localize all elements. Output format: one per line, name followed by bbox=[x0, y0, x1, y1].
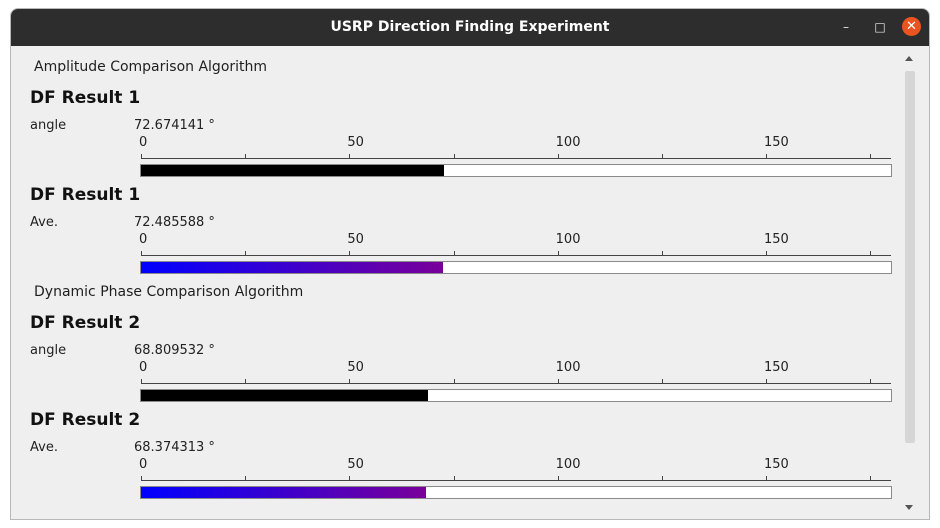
window-title: USRP Direction Finding Experiment bbox=[330, 19, 610, 35]
row-label: Ave. bbox=[30, 440, 58, 455]
scroll-down-icon[interactable] bbox=[905, 505, 913, 510]
axis-tick bbox=[661, 154, 663, 159]
axis-tick bbox=[349, 476, 351, 481]
title-bar[interactable]: USRP Direction Finding Experiment – □ ✕ bbox=[11, 9, 929, 46]
axis-tick bbox=[870, 251, 872, 256]
axis-tick bbox=[557, 476, 559, 481]
axis-tick bbox=[245, 154, 247, 159]
scroll-thumb[interactable] bbox=[905, 71, 915, 443]
axis-tick-label: 50 bbox=[347, 135, 364, 150]
df-block-2-angle: DF Result 2 angle 68.809532 ° 0 50 100 150 bbox=[11, 313, 911, 403]
axis-tick-label: 150 bbox=[764, 457, 789, 472]
scroll-up-icon[interactable] bbox=[905, 56, 913, 61]
average-bar bbox=[140, 486, 892, 499]
axis-tick bbox=[870, 476, 872, 481]
scale-axis: 0 50 100 150 bbox=[139, 457, 891, 481]
axis-tick bbox=[766, 476, 767, 481]
main-content: Amplitude Comparison Algorithm DF Result… bbox=[11, 46, 929, 519]
axis-tick bbox=[557, 154, 559, 159]
axis-line bbox=[141, 383, 891, 384]
axis-tick bbox=[141, 154, 142, 159]
df-block-1-angle: DF Result 1 angle 72.674141 ° 0 50 100 150 bbox=[11, 88, 911, 178]
section-label-phase: Dynamic Phase Comparison Algorithm bbox=[34, 284, 304, 300]
axis-tick bbox=[245, 251, 247, 256]
axis-tick bbox=[453, 154, 455, 159]
axis-tick bbox=[766, 154, 767, 159]
axis-tick bbox=[661, 476, 663, 481]
axis-tick bbox=[349, 251, 351, 256]
axis-tick bbox=[453, 379, 455, 384]
axis-tick bbox=[557, 251, 559, 256]
axis-tick-label: 50 bbox=[347, 232, 364, 247]
block-title: DF Result 1 bbox=[30, 185, 141, 205]
maximize-icon[interactable]: □ bbox=[874, 20, 886, 34]
average-bar bbox=[140, 261, 892, 274]
angle-bar-fill bbox=[141, 165, 444, 176]
average-bar-fill bbox=[141, 262, 444, 273]
axis-tick-label: 50 bbox=[347, 360, 364, 375]
axis-tick-label: 0 bbox=[139, 457, 148, 472]
axis-tick-label: 100 bbox=[555, 135, 581, 150]
scale-axis: 0 50 100 150 bbox=[139, 135, 891, 159]
axis-tick bbox=[453, 476, 455, 481]
angle-value: 68.809532 ° bbox=[134, 343, 215, 358]
axis-tick bbox=[141, 379, 142, 384]
block-title: DF Result 2 bbox=[30, 410, 141, 430]
axis-tick bbox=[870, 154, 872, 159]
angle-bar bbox=[140, 389, 892, 402]
axis-tick bbox=[661, 379, 663, 384]
axis-tick-label: 150 bbox=[764, 232, 789, 247]
axis-tick-label: 150 bbox=[764, 360, 789, 375]
row-label: angle bbox=[30, 343, 67, 358]
row-label: angle bbox=[30, 118, 67, 133]
average-bar-fill bbox=[141, 487, 426, 498]
axis-tick bbox=[349, 154, 351, 159]
angle-value: 72.674141 ° bbox=[134, 118, 215, 133]
axis-tick-label: 100 bbox=[555, 232, 581, 247]
average-value: 72.485588 ° bbox=[134, 215, 215, 230]
axis-tick bbox=[766, 251, 767, 256]
axis-tick-label: 0 bbox=[139, 135, 148, 150]
axis-tick-label: 100 bbox=[555, 457, 581, 472]
section-label-amplitude: Amplitude Comparison Algorithm bbox=[34, 59, 268, 75]
angle-bar bbox=[140, 164, 892, 177]
df-block-1-average: DF Result 1 Ave. 72.485588 ° 0 50 100 150 bbox=[11, 185, 911, 275]
df-block-2-average: DF Result 2 Ave. 68.374313 ° 0 50 100 150 bbox=[11, 410, 911, 500]
average-value: 68.374313 ° bbox=[134, 440, 215, 455]
axis-tick bbox=[661, 251, 663, 256]
axis-line bbox=[141, 158, 891, 159]
minimize-icon[interactable]: – bbox=[843, 20, 849, 34]
scale-axis: 0 50 100 150 bbox=[139, 360, 891, 384]
close-icon[interactable]: ✕ bbox=[902, 17, 921, 36]
vertical-scrollbar[interactable] bbox=[903, 53, 917, 513]
axis-tick bbox=[141, 251, 142, 256]
axis-tick bbox=[245, 379, 247, 384]
axis-tick-label: 50 bbox=[347, 457, 364, 472]
block-title: DF Result 2 bbox=[30, 313, 141, 333]
axis-tick bbox=[141, 476, 142, 481]
block-title: DF Result 1 bbox=[30, 88, 141, 108]
scale-axis: 0 50 100 150 bbox=[139, 232, 891, 256]
angle-bar-fill bbox=[141, 390, 428, 401]
axis-tick bbox=[766, 379, 767, 384]
row-label: Ave. bbox=[30, 215, 58, 230]
app-window: USRP Direction Finding Experiment – □ ✕ … bbox=[10, 8, 930, 520]
axis-tick bbox=[557, 379, 559, 384]
axis-tick-label: 0 bbox=[139, 232, 148, 247]
axis-tick bbox=[349, 379, 351, 384]
axis-line bbox=[141, 255, 891, 256]
axis-tick bbox=[870, 379, 872, 384]
axis-tick bbox=[453, 251, 455, 256]
axis-tick bbox=[245, 476, 247, 481]
axis-tick-label: 150 bbox=[764, 135, 789, 150]
axis-line bbox=[141, 480, 891, 481]
axis-tick-label: 0 bbox=[139, 360, 148, 375]
axis-tick-label: 100 bbox=[555, 360, 581, 375]
